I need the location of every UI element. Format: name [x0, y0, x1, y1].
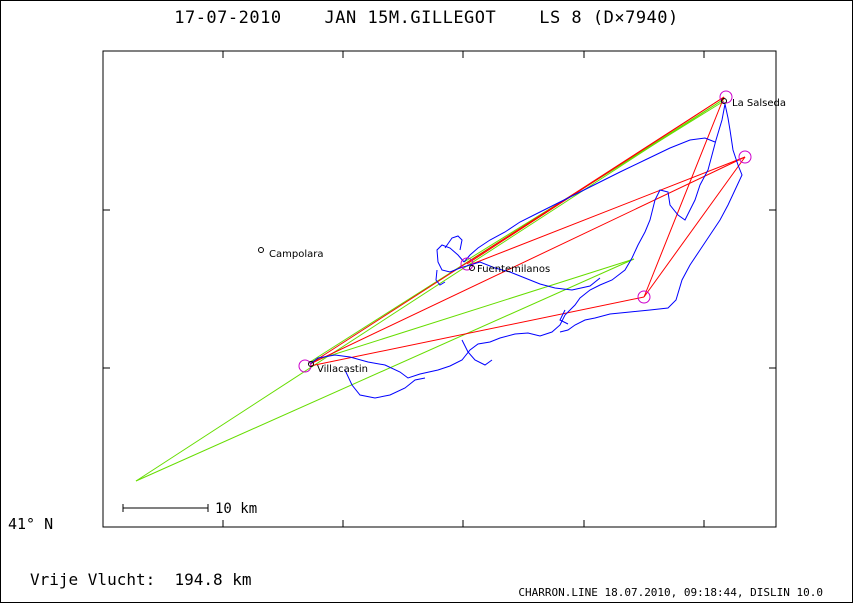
turnpoints — [298, 90, 752, 373]
place-marker-villacastin — [308, 361, 314, 367]
axis-ticks — [103, 51, 776, 527]
footer-credit: CHARRON.LINE 18.07.2010, 09:18:44, DISLI… — [518, 586, 823, 599]
turnpoint-fuentemilanos — [460, 257, 474, 271]
turnpoint-southeast — [637, 290, 651, 304]
scale-bar-label: 10 km — [215, 501, 257, 517]
turnpoint-east — [738, 150, 752, 164]
green-legs — [135, 98, 725, 482]
place-label-fuentemilanos: Fuentemilanos — [477, 264, 550, 275]
gps-track — [309, 103, 743, 399]
place-marker-campolara — [258, 247, 264, 253]
free-flight-distance: Vrije Vlucht: 194.8 km — [30, 570, 252, 589]
place-marker-la-salseda — [721, 98, 727, 104]
place-label-la-salseda: La Salseda — [732, 98, 786, 109]
latitude-label: 41° N — [8, 515, 54, 533]
place-label-villacastin: Villacastin — [317, 364, 368, 375]
place-markers — [258, 98, 727, 367]
scale-bar — [122, 504, 209, 512]
place-label-campolara: Campolara — [269, 249, 323, 260]
red-legs — [309, 96, 746, 367]
map-title: 17-07-2010 JAN 15M.GILLEGOT LS 8 (D×7940… — [174, 8, 679, 28]
place-marker-fuentemilanos — [469, 265, 475, 271]
map-frame — [102, 50, 777, 528]
